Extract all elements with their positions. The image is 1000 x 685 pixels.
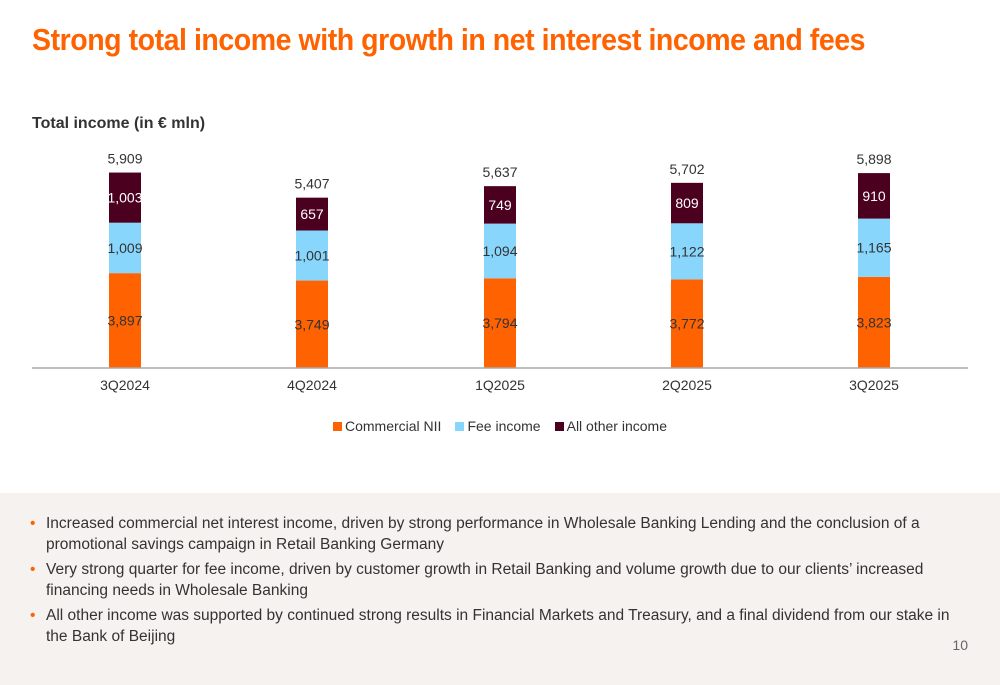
data-label: 1,094 [482,243,517,259]
chart-subtitle: Total income (in € mln) [32,115,206,132]
legend-item: Fee income [455,418,541,434]
x-tick-label: 2Q2025 [662,377,712,393]
data-label: 749 [488,197,512,213]
data-label: 3,794 [482,315,517,331]
legend-label: Commercial NII [344,418,442,434]
data-label: 3,749 [294,316,329,332]
legend-swatch [554,422,564,431]
data-label: 3,897 [107,313,142,329]
total-label: 5,898 [856,151,891,167]
data-label: 1,122 [669,243,704,259]
page-number: 10 [952,637,968,653]
bar-segment [858,173,890,219]
legend: Commercial NII Fee income All other income [0,418,1000,434]
data-label: 1,001 [294,248,329,264]
x-tick-label: 1Q2025 [475,377,525,393]
data-label: 910 [862,188,886,204]
bar-segment [858,218,890,277]
total-label: 5,407 [294,176,329,192]
page-title: Strong total income with growth in net i… [32,22,866,57]
x-tick-label: 3Q2024 [100,377,150,393]
bar-segment [484,223,516,279]
data-label: 809 [675,195,699,211]
data-label: 657 [300,206,324,222]
legend-label: All other income [566,418,667,434]
bullet-panel: Increased commercial net interest income… [0,493,1000,685]
bullet-item: Very strong quarter for fee income, driv… [30,559,970,601]
bar-segment [109,172,141,223]
data-label: 1,165 [856,240,891,256]
legend-swatch [332,422,342,431]
bar-segment [484,278,516,368]
total-label: 5,702 [669,161,704,177]
bullet-item: Increased commercial net interest income… [30,513,970,555]
legend-item: Commercial NII [332,418,442,434]
legend-swatch [455,422,465,431]
bar-segment [858,276,890,368]
stacked-bar-chart: 3,897 1,009 1,003 5,909 3Q2024 3,749 1,001 657 5… [32,151,968,393]
data-label: 1,003 [107,190,142,206]
x-tick-label: 3Q2025 [849,377,899,393]
total-label: 5,637 [482,164,517,180]
bar-segment [671,279,703,368]
data-label: 3,772 [669,316,704,332]
bar-segment [484,186,516,224]
bar-segment [296,230,328,281]
x-tick-label: 4Q2024 [287,377,337,393]
data-label: 1,009 [107,240,142,256]
total-label: 5,909 [107,151,142,167]
bar-segment [671,182,703,224]
bar-segment [109,222,141,274]
data-label: 3,823 [856,314,891,330]
legend-label: Fee income [467,418,541,434]
bullet-item: All other income was supported by contin… [30,605,970,647]
bar-segment [671,223,703,280]
bar-segment [109,273,141,368]
bar-segment [296,280,328,368]
legend-item: All other income [554,418,667,434]
bar-segment [296,197,328,231]
